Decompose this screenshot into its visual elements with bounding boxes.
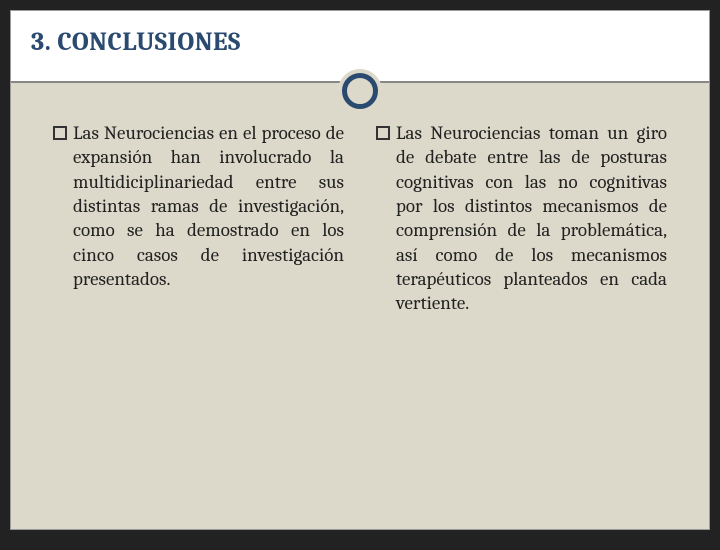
- bullet-item: Las Neurociencias toman un giro de debat…: [376, 121, 667, 316]
- column-left: Las Neurociencias en el proceso de expan…: [37, 121, 360, 316]
- square-bullet-icon: [376, 126, 390, 140]
- slide: 3. CONCLUSIONES Las Neurociencias en el …: [10, 10, 710, 530]
- paragraph-text: Las Neurociencias toman un giro de debat…: [396, 121, 667, 316]
- column-right: Las Neurociencias toman un giro de debat…: [360, 121, 683, 316]
- square-bullet-icon: [53, 126, 67, 140]
- slide-content: Las Neurociencias en el proceso de expan…: [11, 83, 709, 336]
- slide-title: 3. CONCLUSIONES: [31, 27, 689, 57]
- paragraph-text: Las Neurociencias en el proceso de expan…: [73, 121, 344, 291]
- ring-icon: [342, 73, 378, 109]
- bullet-item: Las Neurociencias en el proceso de expan…: [53, 121, 344, 291]
